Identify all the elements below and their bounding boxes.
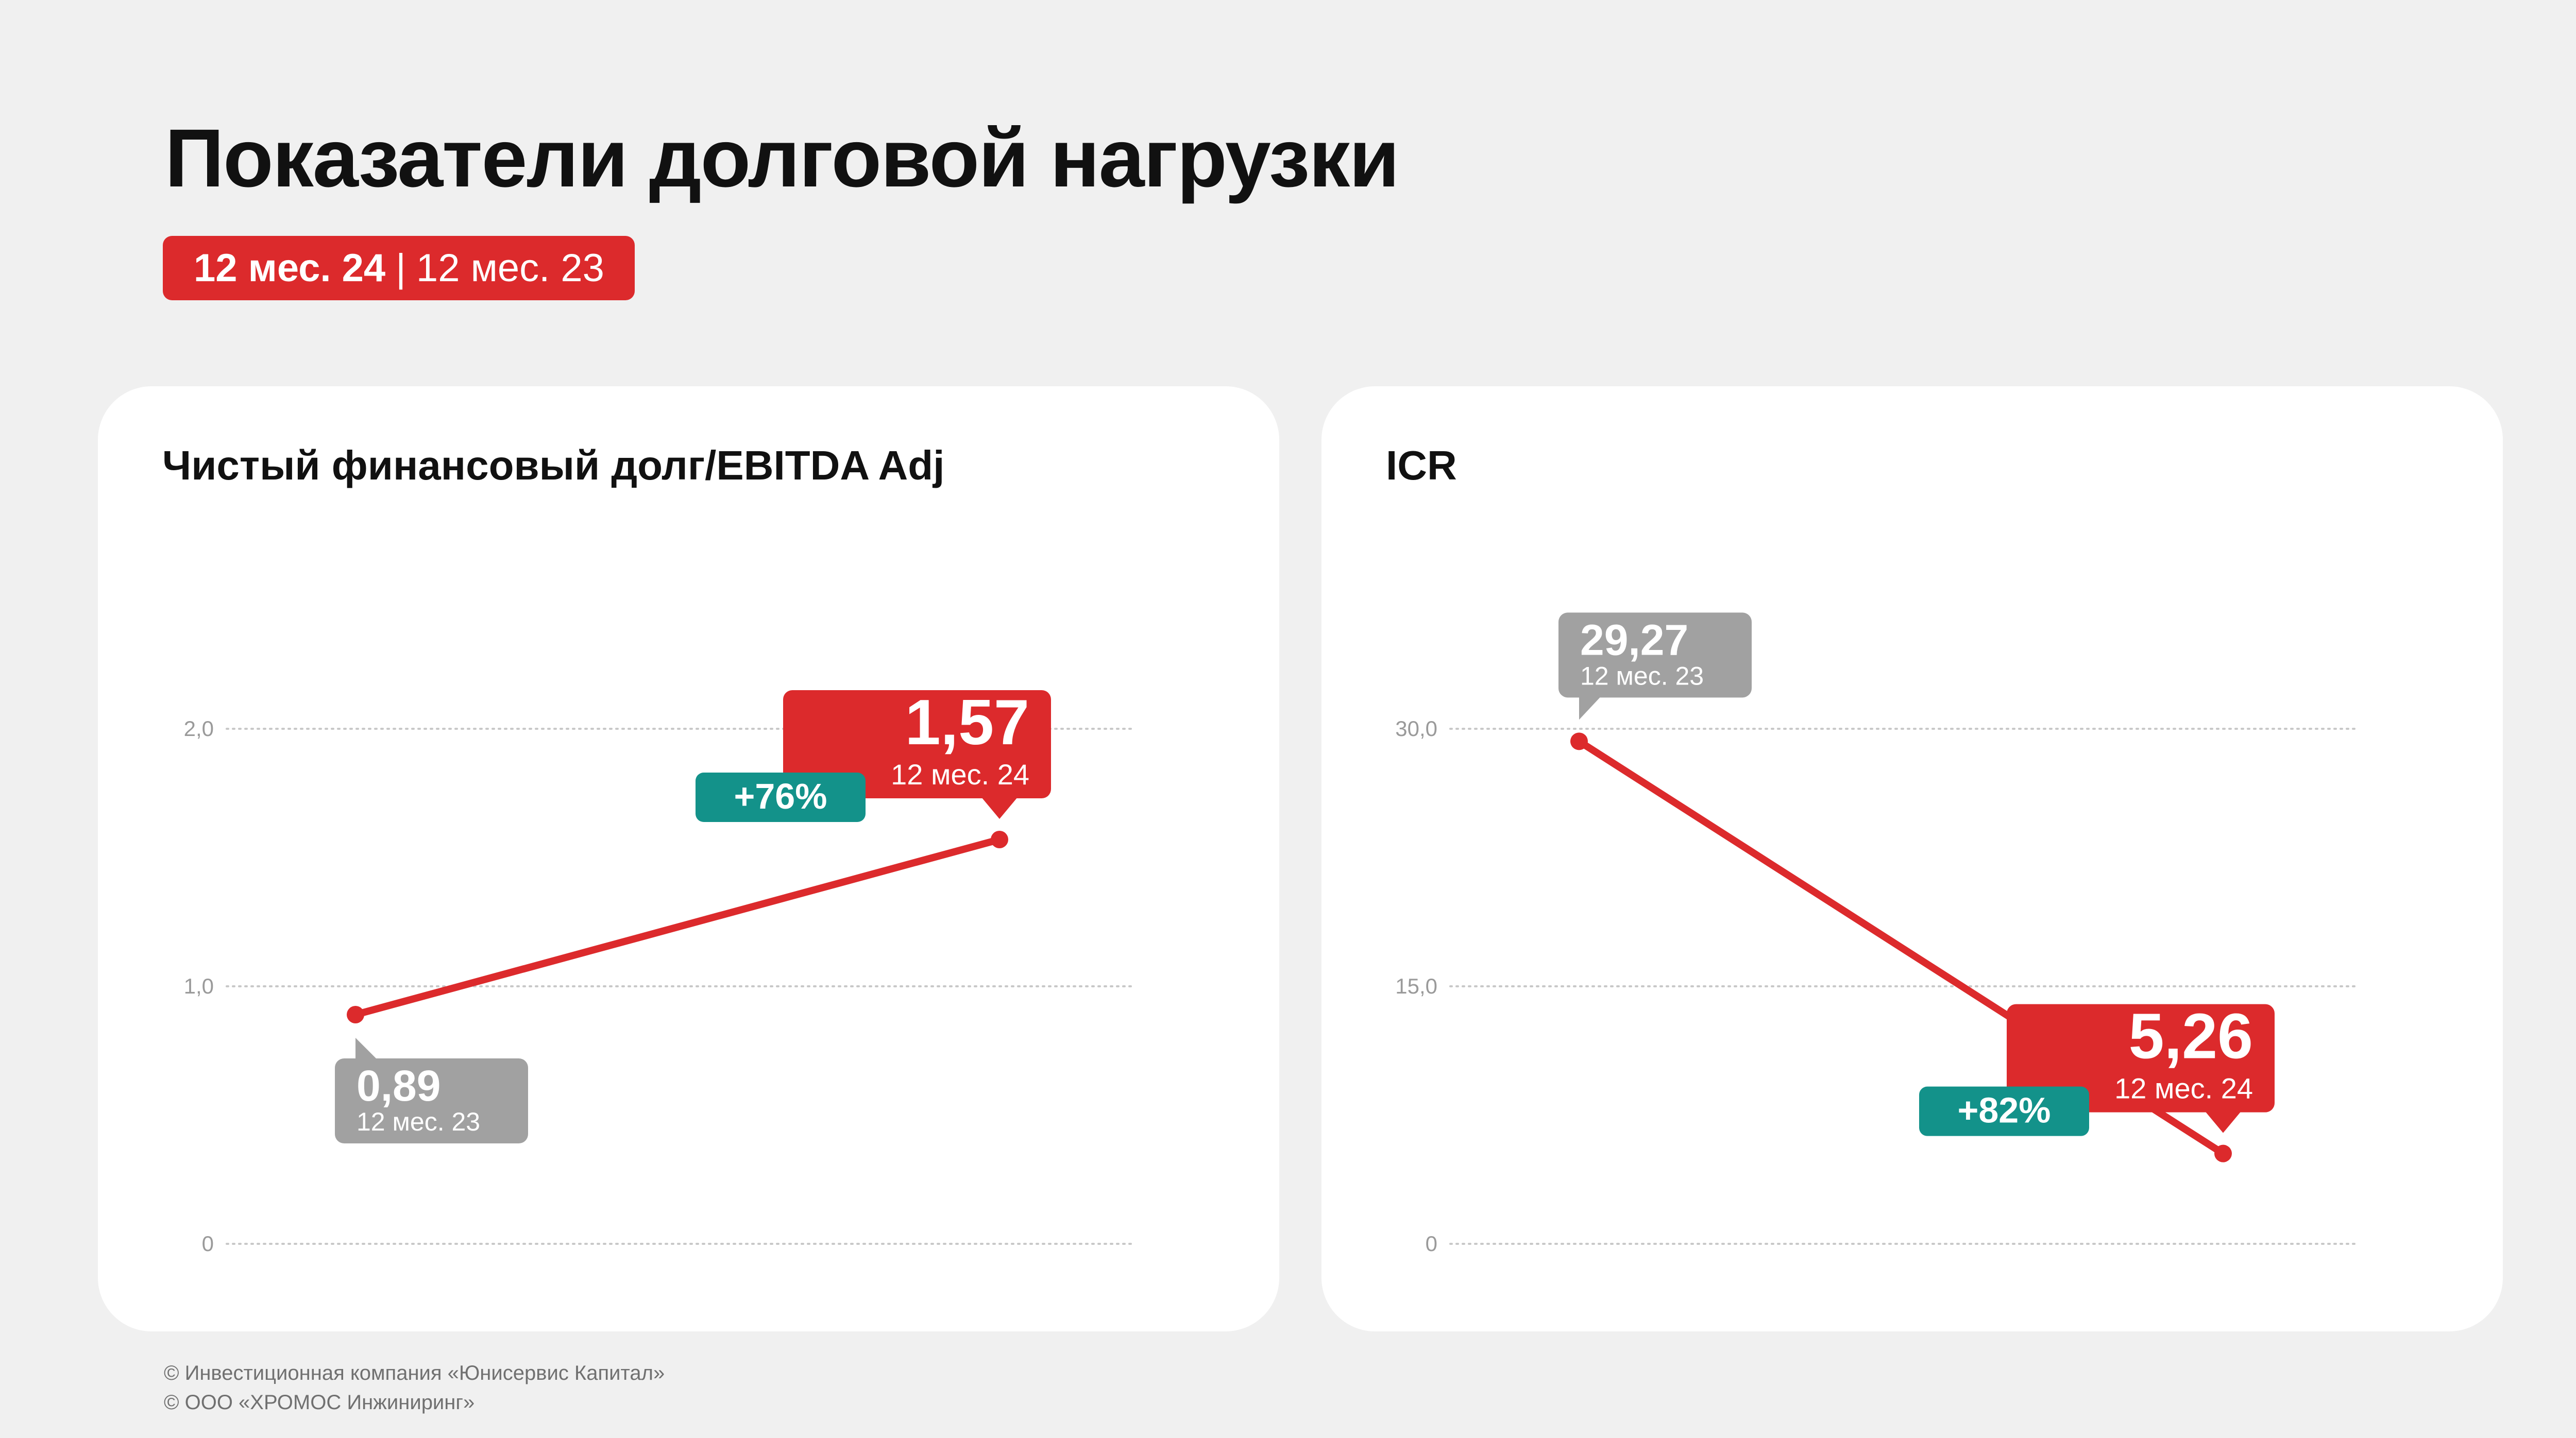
y-tick-label: 1,0 [184,974,214,998]
series-line [352,836,1003,1018]
y-tick-label: 0 [1426,1231,1437,1256]
change-percent: +82% [1958,1090,2051,1131]
footer-copyright: © Инвестиционная компания «Юнисервис Кап… [164,1359,665,1417]
previous-value: 29,27 [1580,615,1688,664]
previous-period-label: 12 мес. 23 [1580,661,1704,690]
page-title: Показатели долговой нагрузки [165,112,1400,204]
previous-period-label: 12 мес. 23 [357,1107,480,1136]
period-current-label: 12 мес. 24 [194,246,386,290]
change-badge: +82% [1919,1086,2089,1136]
change-badge: +76% [696,773,866,822]
current-value: 5,26 [2129,1001,2253,1072]
period-previous-label: 12 мес. 23 [416,246,604,290]
previous-value: 0,89 [357,1062,441,1110]
data-point [347,1006,364,1023]
y-tick-label: 2,0 [184,716,214,741]
data-point [1570,732,1588,750]
current-period-label: 12 мес. 24 [2114,1072,2253,1105]
period-separator: | [396,246,406,290]
current-value: 1,57 [905,687,1029,758]
data-point [991,831,1008,848]
chart-card-icr: ICR 0 15,0 30,0 29,27 12 мес. 23 5,26 12 мес. … [1321,386,2503,1331]
footer-line: © ООО «ХРОМОС Инжиниринг» [164,1391,475,1414]
chart-title: ICR [1386,442,1457,488]
y-tick-label: 0 [202,1231,214,1256]
change-percent: +76% [734,776,827,816]
data-point [2214,1144,2232,1162]
chart-title: Чистый финансовый долг/EBITDA Adj [162,442,945,488]
chart-card-net-debt-ebitda: Чистый финансовый долг/EBITDA Adj 0 1,0 2,… [98,386,1279,1331]
footer-line: © Инвестиционная компания «Юнисервис Кап… [164,1362,665,1384]
y-tick-label: 15,0 [1395,974,1437,998]
current-period-label: 12 мес. 24 [891,758,1029,791]
period-legend: 12 мес. 24 | 12 мес. 23 [163,236,635,300]
y-tick-label: 30,0 [1395,716,1437,741]
